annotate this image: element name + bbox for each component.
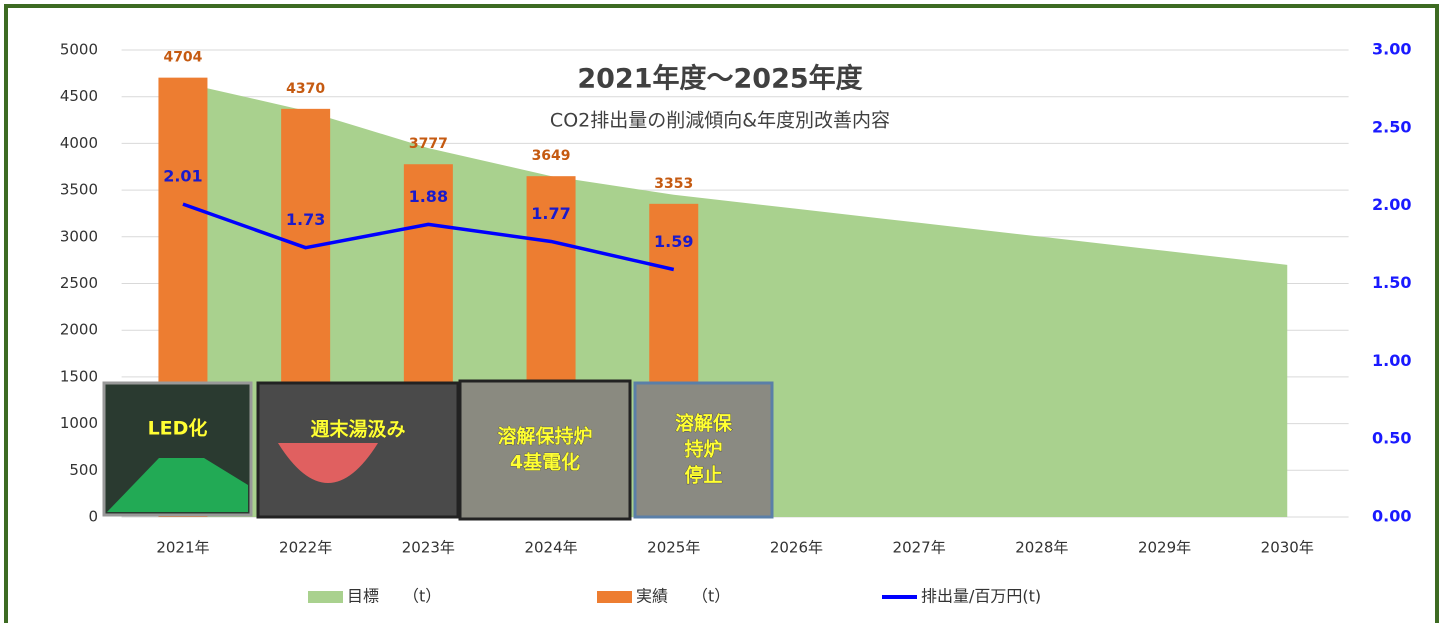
y-tick-label: 1500 (60, 367, 98, 385)
legend-label: 目標 （t） (347, 587, 441, 606)
x-tick-label: 2030年 (1261, 539, 1314, 557)
x-tick-label: 2023年 (402, 539, 455, 557)
bar-value-label: 3777 (409, 136, 448, 152)
line-value-label: 1.59 (654, 232, 693, 251)
x-tick-label: 2025年 (647, 539, 700, 557)
labels: 0 500 1000 1500 2000 2500 3000 3500 4000 4500 5000… (60, 40, 1412, 606)
bar-value-label: 3353 (654, 176, 693, 192)
photo (458, 379, 632, 521)
photo-caption: 溶解保持炉 (497, 425, 592, 448)
photo-ladle (278, 443, 378, 483)
y-tick-label: 5000 (60, 41, 98, 59)
bar-value-label: 3649 (532, 148, 571, 164)
bar-value-label: 4370 (286, 81, 325, 97)
y-tick-label: 4000 (60, 134, 98, 152)
photo (633, 381, 774, 519)
y2-tick-label: 3.00 (1372, 40, 1411, 59)
photo-floor (107, 458, 248, 512)
line-value-label: 1.73 (286, 210, 325, 229)
y2-tick-label: 1.50 (1372, 273, 1411, 292)
y-tick-label: 2500 (60, 274, 98, 292)
y2-tick-label: 1.00 (1372, 351, 1411, 370)
chart-subtitle: CO2排出量の削減傾向&年度別改善内容 (550, 110, 890, 132)
y2-tick-label: 0.00 (1372, 507, 1411, 526)
legend-label: 実績 （t） (636, 587, 730, 606)
y-tick-label: 1000 (60, 414, 98, 432)
line-value-label: 1.88 (409, 187, 448, 206)
chart-title: 2021年度～2025年度 (577, 63, 862, 95)
y2-tick-label: 2.50 (1372, 117, 1411, 136)
y-tick-label: 2000 (60, 321, 98, 339)
x-tick-label: 2029年 (1138, 539, 1191, 557)
x-tick-label: 2028年 (1015, 539, 1068, 557)
y-tick-label: 0 (88, 508, 98, 526)
line-value-label: 1.77 (531, 204, 570, 223)
x-tick-label: 2027年 (893, 539, 946, 557)
x-tick-label: 2024年 (524, 539, 577, 557)
photo-caption: 停止 (684, 464, 722, 487)
legend-label: 排出量/百万円(t) (921, 587, 1041, 606)
y-tick-label: 4500 (60, 87, 98, 105)
photo-caption: 4基電化 (510, 451, 580, 474)
bar-value-label: 4704 (163, 50, 202, 66)
x-tick-label: 2021年 (156, 539, 209, 557)
photo-caption: 持炉 (684, 438, 722, 461)
y-tick-label: 500 (69, 461, 98, 479)
legend-swatch (308, 591, 343, 603)
y2-tick-label: 0.50 (1372, 429, 1411, 448)
photo-caption: LED化 (148, 417, 208, 440)
x-tick-label: 2026年 (770, 539, 823, 557)
y2-tick-label: 2.00 (1372, 195, 1411, 214)
photo-caption: 溶解保 (675, 412, 733, 435)
x-tick-label: 2022年 (279, 539, 332, 557)
line (182, 202, 675, 272)
photo-caption: 週末湯汲み (310, 418, 405, 441)
y-tick-label: 3500 (60, 181, 98, 199)
legend-swatch (597, 591, 632, 603)
y-tick-label: 3000 (60, 227, 98, 245)
line-value-label: 2.01 (163, 167, 202, 186)
